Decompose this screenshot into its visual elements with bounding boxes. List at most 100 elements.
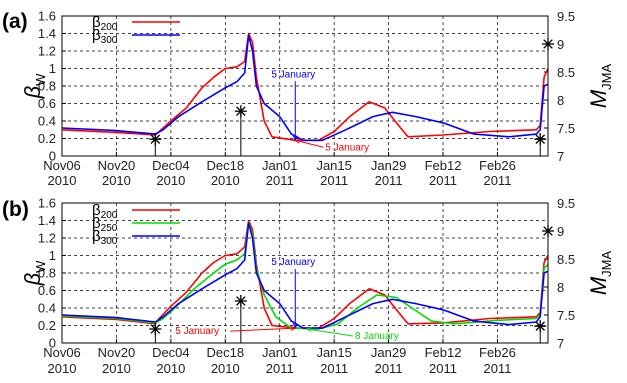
y-tick-label: 1.6 <box>38 9 56 24</box>
x-tick-label: Nov20 <box>98 158 136 173</box>
x-tick-year-label: 2011 <box>483 361 511 376</box>
annotation-label: 5 January <box>325 142 369 153</box>
earthquake-star-marker <box>149 323 162 335</box>
x-tick-year-label: 2011 <box>320 361 348 376</box>
x-tick-label: Feb26 <box>479 345 516 360</box>
earthquake-star-marker <box>149 133 162 146</box>
earthquake-star-marker <box>534 133 547 146</box>
y-axis-title: βW <box>20 73 48 100</box>
y2-tick-label: 7 <box>557 149 564 164</box>
earthquake-star-marker <box>542 38 554 50</box>
annotation-arrow <box>292 81 298 142</box>
annotation-arrow <box>305 327 354 337</box>
x-tick-label: Jan01 <box>262 345 297 360</box>
x-tick-label: Dec04 <box>152 345 190 360</box>
annotation-arrow <box>292 269 298 330</box>
panel-label: (a) <box>2 10 28 33</box>
panel-label: (b) <box>2 198 29 221</box>
y-tick-label: 0 <box>49 336 56 351</box>
panel-a: (a) 0 0.2 0.4 0.6 0.8 1 1.2 1.4 1.6 7 7.5 8 8.5 9 9.5 No… <box>2 9 614 189</box>
y-tick-label: 0 <box>49 149 56 164</box>
x-tick-year-label: 2011 <box>483 173 511 188</box>
x-tick-year-label: 2010 <box>211 173 240 188</box>
y2-tick-label: 9.5 <box>557 9 575 24</box>
earthquake-star-marker <box>534 320 547 333</box>
y2-tick-label: 9.5 <box>557 196 575 211</box>
y2-tick-label: 9 <box>557 224 564 239</box>
y-axis-title: βW <box>20 260 48 287</box>
annotation-label: 5 January <box>271 257 315 268</box>
y-tick-label: 1.2 <box>38 231 56 246</box>
x-tick-year-label: 2011 <box>320 173 348 188</box>
x-tick-label: Dec04 <box>152 158 190 173</box>
earthquake-star-marker <box>542 225 554 237</box>
x-tick-year-label: 2010 <box>156 361 185 376</box>
y2-axis-title: MJMA <box>586 251 614 296</box>
x-tick-year-label: 2011 <box>429 361 457 376</box>
x-tick-label: Jan15 <box>316 158 351 173</box>
earthquake-star-marker <box>234 295 247 307</box>
y2-tick-label: 8.5 <box>557 65 575 80</box>
x-tick-year-label: 2010 <box>48 361 77 376</box>
y2-tick-label: 7.5 <box>557 121 575 136</box>
earthquake-star-marker <box>234 105 247 118</box>
x-tick-label: Dec18 <box>207 345 245 360</box>
legend-label: β200 <box>92 202 118 221</box>
y2-axis-title: MJMA <box>586 64 614 109</box>
series-line-300 <box>62 222 548 329</box>
y-tick-label: 1.2 <box>38 44 56 59</box>
y2-tick-label: 7.5 <box>557 308 575 323</box>
y-tick-label: 0.4 <box>38 114 56 129</box>
x-tick-year-label: 2011 <box>266 361 294 376</box>
annotation-arrow <box>230 325 297 332</box>
x-tick-label: Jan29 <box>371 345 406 360</box>
y-tick-label: 0.4 <box>38 301 56 316</box>
y-tick-label: 0.6 <box>38 283 56 298</box>
y2-tick-label: 8.5 <box>557 252 575 267</box>
annotation-arrow <box>294 138 324 148</box>
y-tick-label: 1 <box>49 248 56 263</box>
y-tick-label: 1.4 <box>38 213 56 228</box>
y-tick-label: 1 <box>49 61 56 76</box>
x-tick-label: Nov20 <box>98 345 136 360</box>
x-tick-label: Nov06 <box>43 345 81 360</box>
series-line-200 <box>62 32 548 142</box>
y-tick-label: 0.8 <box>38 266 56 281</box>
y-tick-label: 0.2 <box>38 318 56 333</box>
x-tick-year-label: 2011 <box>375 173 403 188</box>
annotation-label: 5 January <box>175 326 219 337</box>
legend-label: β300 <box>92 228 118 247</box>
series-line-300 <box>62 34 548 142</box>
x-tick-label: Jan15 <box>316 345 351 360</box>
panel-b: (b) 0 0.2 0.4 0.6 0.8 1 1.2 1.4 1.6 7 7.5 8 8.5 9 9.5 No… <box>2 196 614 377</box>
x-tick-year-label: 2010 <box>156 173 185 188</box>
legend-label: β250 <box>92 215 118 234</box>
x-tick-label: Jan01 <box>262 158 297 173</box>
y-tick-label: 0.2 <box>38 131 56 146</box>
x-tick-year-label: 2010 <box>48 173 77 188</box>
y-tick-label: 1.6 <box>38 196 56 211</box>
annotation-label: 5 January <box>271 69 315 80</box>
y2-tick-label: 8 <box>557 93 564 108</box>
x-tick-label: Feb12 <box>425 158 462 173</box>
y-tick-label: 1.4 <box>38 26 56 41</box>
legend-label: β300 <box>92 27 118 46</box>
x-tick-year-label: 2011 <box>429 173 457 188</box>
x-tick-label: Jan29 <box>371 158 406 173</box>
x-tick-year-label: 2010 <box>211 361 240 376</box>
legend-label: β200 <box>92 14 118 33</box>
annotation-label: 8 January <box>355 331 399 342</box>
series-line-200 <box>62 219 548 329</box>
x-tick-year-label: 2011 <box>266 173 294 188</box>
y-tick-label: 0.6 <box>38 96 56 111</box>
x-tick-label: Feb26 <box>479 158 516 173</box>
x-tick-year-label: 2010 <box>102 173 131 188</box>
x-tick-year-label: 2010 <box>102 361 131 376</box>
x-tick-label: Feb12 <box>425 345 462 360</box>
y2-tick-label: 9 <box>557 37 564 52</box>
y2-tick-label: 7 <box>557 336 564 351</box>
x-tick-year-label: 2011 <box>375 361 403 376</box>
series-line-250 <box>62 221 548 330</box>
x-tick-label: Nov06 <box>43 158 81 173</box>
